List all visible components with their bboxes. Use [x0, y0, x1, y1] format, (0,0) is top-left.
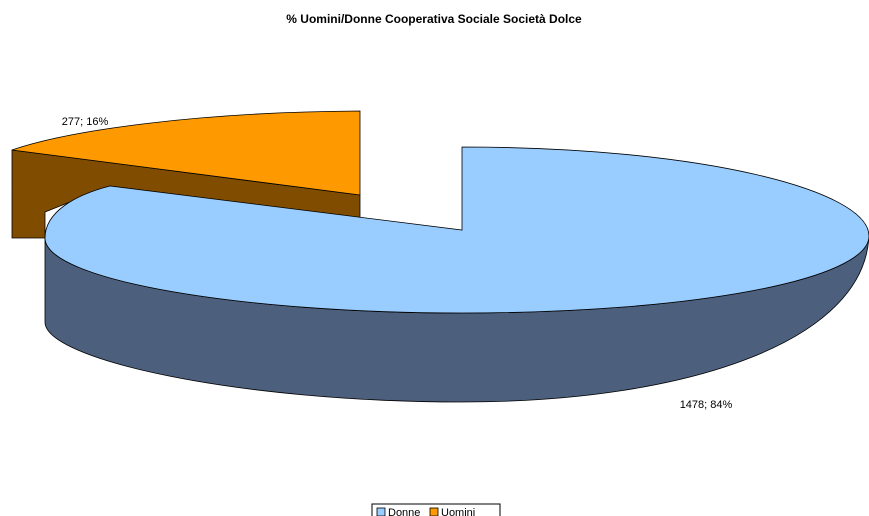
pie-slice-uomini	[11, 110, 361, 196]
legend-label-donne: Donne	[388, 507, 420, 516]
legend-swatch-uomini	[429, 507, 439, 516]
legend: Donne Uomini	[371, 503, 501, 516]
pie-slice-donne	[44, 146, 869, 314]
legend-label-uomini: Uomini	[441, 507, 475, 516]
data-label-donne: 1478; 84%	[680, 399, 733, 411]
legend-swatch-donne	[376, 507, 386, 516]
chart-title: % Uomini/Donne Cooperativa Sociale Socie…	[286, 12, 582, 26]
data-label-uomini: 277; 16%	[62, 116, 109, 128]
